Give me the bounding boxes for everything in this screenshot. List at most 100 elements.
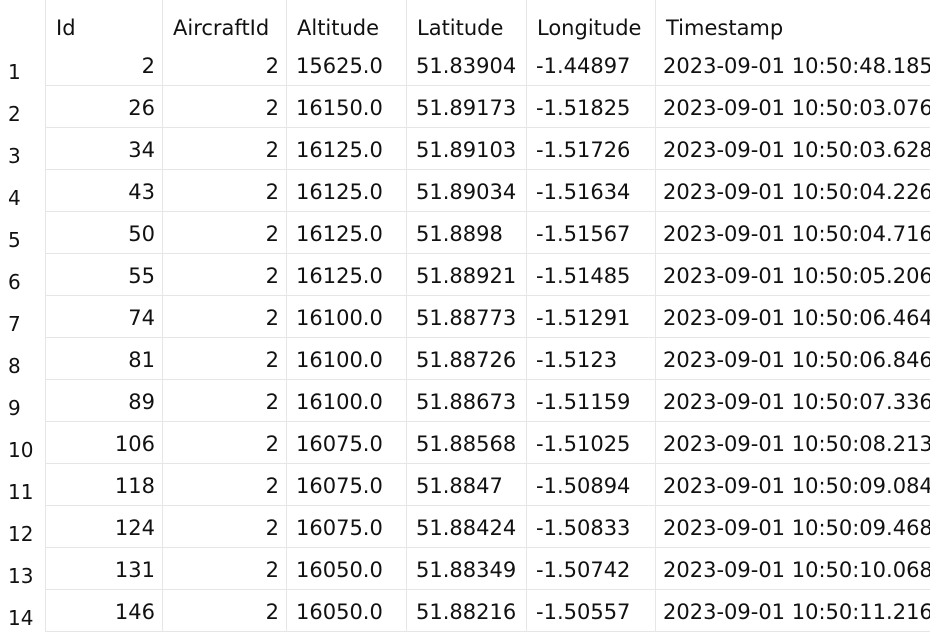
cell-latitude[interactable]: 51.89034 xyxy=(407,170,527,212)
cell-latitude[interactable]: 51.88568 xyxy=(407,422,527,464)
row-number[interactable]: 9 xyxy=(0,380,46,422)
cell-id[interactable]: 89 xyxy=(46,380,163,422)
cell-latitude[interactable]: 51.83904 xyxy=(407,44,527,86)
table-row[interactable]: 10 106 2 16075.0 51.88568 -1.51025 2023-09-01 … xyxy=(0,422,930,464)
cell-latitude[interactable]: 51.89103 xyxy=(407,128,527,170)
row-number[interactable]: 11 xyxy=(0,464,46,506)
cell-timestamp[interactable]: 2023-09-01 10:50:07.336 xyxy=(656,380,930,422)
cell-timestamp[interactable]: 2023-09-01 10:50:04.716 xyxy=(656,212,930,254)
table-row[interactable]: 6 55 2 16125.0 51.88921 -1.51485 2023-09-01 10… xyxy=(0,254,930,296)
cell-longitude[interactable]: -1.51485 xyxy=(527,254,656,296)
cell-longitude[interactable]: -1.51291 xyxy=(527,296,656,338)
row-number[interactable]: 13 xyxy=(0,548,46,590)
column-header-timestamp[interactable]: Timestamp xyxy=(666,16,784,40)
cell-timestamp[interactable]: 2023-09-01 10:50:11.216 xyxy=(656,590,930,632)
row-number[interactable]: 5 xyxy=(0,212,46,254)
cell-longitude[interactable]: -1.51159 xyxy=(527,380,656,422)
cell-altitude[interactable]: 16050.0 xyxy=(287,548,407,590)
cell-aircraftid[interactable]: 2 xyxy=(163,170,287,212)
row-number[interactable]: 1 xyxy=(0,44,46,86)
cell-id[interactable]: 146 xyxy=(46,590,163,632)
cell-altitude[interactable]: 16100.0 xyxy=(287,296,407,338)
table-row[interactable]: 7 74 2 16100.0 51.88773 -1.51291 2023-09-01 10… xyxy=(0,296,930,338)
cell-aircraftid[interactable]: 2 xyxy=(163,464,287,506)
cell-longitude[interactable]: -1.51825 xyxy=(527,86,656,128)
table-row[interactable]: 3 34 2 16125.0 51.89103 -1.51726 2023-09-01 10… xyxy=(0,128,930,170)
cell-longitude[interactable]: -1.5123 xyxy=(527,338,656,380)
cell-id[interactable]: 118 xyxy=(46,464,163,506)
cell-id[interactable]: 2 xyxy=(46,44,163,86)
cell-longitude[interactable]: -1.51634 xyxy=(527,170,656,212)
cell-latitude[interactable]: 51.88673 xyxy=(407,380,527,422)
cell-id[interactable]: 26 xyxy=(46,86,163,128)
cell-id[interactable]: 131 xyxy=(46,548,163,590)
table-row[interactable]: 9 89 2 16100.0 51.88673 -1.51159 2023-09-01 10… xyxy=(0,380,930,422)
cell-longitude[interactable]: -1.44897 xyxy=(527,44,656,86)
cell-longitude[interactable]: -1.51025 xyxy=(527,422,656,464)
cell-longitude[interactable]: -1.50557 xyxy=(527,590,656,632)
cell-longitude[interactable]: -1.51726 xyxy=(527,128,656,170)
cell-id[interactable]: 50 xyxy=(46,212,163,254)
cell-altitude[interactable]: 16125.0 xyxy=(287,254,407,296)
cell-aircraftid[interactable]: 2 xyxy=(163,296,287,338)
cell-id[interactable]: 74 xyxy=(46,296,163,338)
cell-id[interactable]: 43 xyxy=(46,170,163,212)
cell-aircraftid[interactable]: 2 xyxy=(163,338,287,380)
column-header-id[interactable]: Id xyxy=(46,0,163,44)
cell-timestamp[interactable]: 2023-09-01 10:50:48.185 xyxy=(656,44,930,86)
table-row[interactable]: 1 2 2 15625.0 51.83904 -1.44897 2023-09-01 10:… xyxy=(0,44,930,86)
cell-timestamp[interactable]: 2023-09-01 10:50:08.213 xyxy=(656,422,930,464)
column-header-altitude[interactable]: Altitude xyxy=(287,0,407,44)
cell-latitude[interactable]: 51.88349 xyxy=(407,548,527,590)
cell-id[interactable]: 124 xyxy=(46,506,163,548)
cell-aircraftid[interactable]: 2 xyxy=(163,44,287,86)
cell-latitude[interactable]: 51.88216 xyxy=(407,590,527,632)
row-number[interactable]: 8 xyxy=(0,338,46,380)
cell-aircraftid[interactable]: 2 xyxy=(163,254,287,296)
column-header-aircraftid[interactable]: AircraftId xyxy=(163,0,287,44)
cell-timestamp[interactable]: 2023-09-01 10:50:09.468 xyxy=(656,506,930,548)
cell-altitude[interactable]: 16050.0 xyxy=(287,590,407,632)
row-number[interactable]: 7 xyxy=(0,296,46,338)
table-row[interactable]: 12 124 2 16075.0 51.88424 -1.50833 2023-09-01 … xyxy=(0,506,930,548)
cell-latitude[interactable]: 51.88424 xyxy=(407,506,527,548)
cell-timestamp[interactable]: 2023-09-01 10:50:03.076 xyxy=(656,86,930,128)
table-row[interactable]: 2 26 2 16150.0 51.89173 -1.51825 2023-09-01 10… xyxy=(0,86,930,128)
cell-aircraftid[interactable]: 2 xyxy=(163,380,287,422)
cell-latitude[interactable]: 51.88921 xyxy=(407,254,527,296)
cell-timestamp[interactable]: 2023-09-01 10:50:04.226 xyxy=(656,170,930,212)
cell-altitude[interactable]: 16125.0 xyxy=(287,212,407,254)
column-header-longitude[interactable]: Longitude xyxy=(527,0,656,44)
cell-latitude[interactable]: 51.88726 xyxy=(407,338,527,380)
cell-altitude[interactable]: 16100.0 xyxy=(287,338,407,380)
cell-aircraftid[interactable]: 2 xyxy=(163,548,287,590)
cell-latitude[interactable]: 51.88773 xyxy=(407,296,527,338)
cell-longitude[interactable]: -1.51567 xyxy=(527,212,656,254)
cell-altitude[interactable]: 16100.0 xyxy=(287,380,407,422)
cell-aircraftid[interactable]: 2 xyxy=(163,128,287,170)
cell-id[interactable]: 34 xyxy=(46,128,163,170)
cell-id[interactable]: 106 xyxy=(46,422,163,464)
cell-latitude[interactable]: 51.8898 xyxy=(407,212,527,254)
table-row[interactable]: 8 81 2 16100.0 51.88726 -1.5123 2023-09-01 10:… xyxy=(0,338,930,380)
cell-timestamp[interactable]: 2023-09-01 10:50:05.206 xyxy=(656,254,930,296)
cell-altitude[interactable]: 16125.0 xyxy=(287,170,407,212)
cell-altitude[interactable]: 16125.0 xyxy=(287,128,407,170)
cell-id[interactable]: 55 xyxy=(46,254,163,296)
row-number[interactable]: 14 xyxy=(0,590,46,632)
cell-timestamp[interactable]: 2023-09-01 10:50:06.846 xyxy=(656,338,930,380)
cell-aircraftid[interactable]: 2 xyxy=(163,212,287,254)
row-number[interactable]: 10 xyxy=(0,422,46,464)
column-header-latitude[interactable]: Latitude xyxy=(407,0,527,44)
table-row[interactable]: 14 146 2 16050.0 51.88216 -1.50557 2023-09-01 … xyxy=(0,590,930,632)
cell-aircraftid[interactable]: 2 xyxy=(163,86,287,128)
cell-altitude[interactable]: 16150.0 xyxy=(287,86,407,128)
cell-longitude[interactable]: -1.50833 xyxy=(527,506,656,548)
cell-longitude[interactable]: -1.50894 xyxy=(527,464,656,506)
row-number[interactable]: 3 xyxy=(0,128,46,170)
cell-altitude[interactable]: 16075.0 xyxy=(287,506,407,548)
row-number[interactable]: 2 xyxy=(0,86,46,128)
cell-timestamp[interactable]: 2023-09-01 10:50:10.068 xyxy=(656,548,930,590)
table-row[interactable]: 5 50 2 16125.0 51.8898 -1.51567 2023-09-01 10:… xyxy=(0,212,930,254)
cell-timestamp[interactable]: 2023-09-01 10:50:09.084 xyxy=(656,464,930,506)
